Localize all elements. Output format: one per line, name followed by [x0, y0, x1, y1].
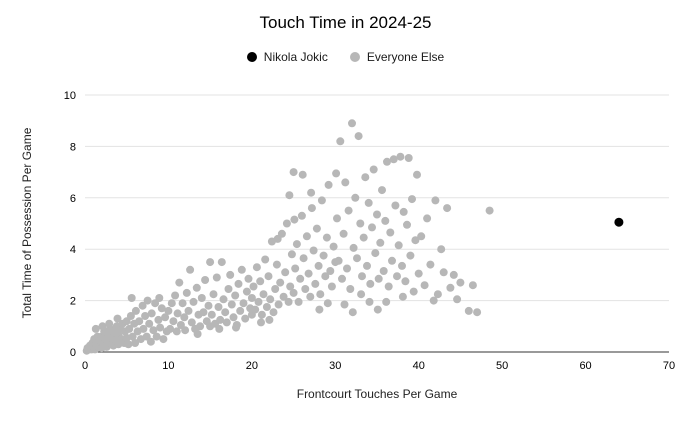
svg-text:60: 60 [579, 360, 591, 372]
svg-text:50: 50 [496, 360, 508, 372]
chart-title: Touch Time in 2024-25 [259, 13, 432, 32]
svg-text:0: 0 [70, 347, 76, 359]
legend-label-everyone-else: Everyone Else [366, 50, 445, 64]
svg-text:10: 10 [64, 90, 76, 102]
svg-text:10: 10 [162, 360, 174, 372]
svg-text:20: 20 [246, 360, 258, 372]
svg-text:0: 0 [82, 360, 88, 372]
legend-marker-everyone-else [349, 52, 360, 62]
legend-label-jokic: Nikola Jokic [263, 50, 328, 64]
svg-text:8: 8 [70, 141, 76, 153]
svg-text:6: 6 [70, 193, 76, 205]
svg-text:2: 2 [70, 296, 76, 308]
chart-legend: Nikola Jokic Everyone Else [0, 50, 691, 64]
x-axis-title: Frontcourt Touches Per Game [296, 387, 458, 401]
svg-text:4: 4 [70, 244, 76, 256]
svg-text:30: 30 [329, 360, 341, 372]
svg-text:70: 70 [663, 360, 675, 372]
legend-item-jokic: Nikola Jokic [246, 50, 328, 64]
legend-marker-jokic [246, 52, 257, 62]
svg-text:40: 40 [413, 360, 425, 372]
legend-item-everyone-else: Everyone Else [349, 50, 445, 64]
y-axis-title: Total Time of Possession Per Game [20, 127, 34, 319]
